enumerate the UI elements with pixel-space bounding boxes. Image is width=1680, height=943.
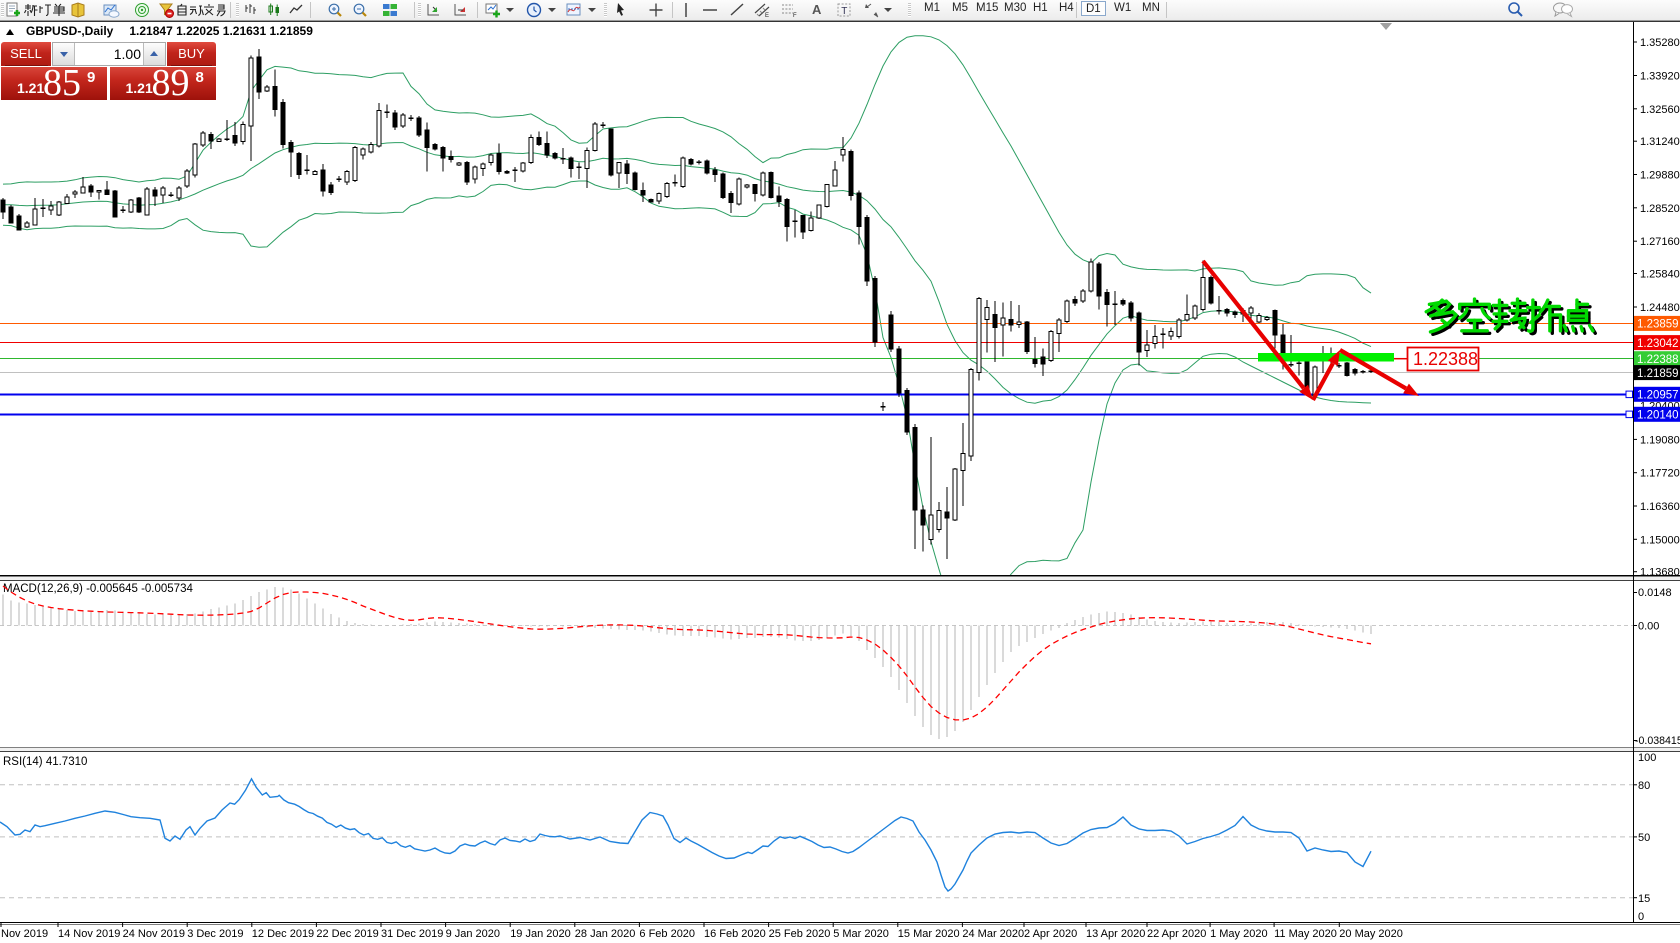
svg-text:1.22388: 1.22388 <box>1637 354 1679 366</box>
svg-text:1.17720: 1.17720 <box>1640 468 1680 480</box>
svg-text:14 Nov 2019: 14 Nov 2019 <box>58 928 120 940</box>
svg-text:15 Mar 2020: 15 Mar 2020 <box>898 928 960 940</box>
svg-text:1.22388: 1.22388 <box>1413 349 1478 369</box>
svg-text:24 Mar 2020: 24 Mar 2020 <box>962 928 1024 940</box>
svg-text:1.13680: 1.13680 <box>1640 567 1680 579</box>
svg-text:0.00: 0.00 <box>1638 621 1659 633</box>
svg-text:1.33920: 1.33920 <box>1640 71 1680 83</box>
svg-text:1.20957: 1.20957 <box>1637 390 1679 402</box>
svg-text:3 Dec 2019: 3 Dec 2019 <box>187 928 243 940</box>
svg-text:16 Feb 2020: 16 Feb 2020 <box>704 928 766 940</box>
svg-text:1.32560: 1.32560 <box>1640 104 1680 116</box>
svg-text:1.15000: 1.15000 <box>1640 534 1680 546</box>
svg-text:1.23859: 1.23859 <box>1637 319 1679 331</box>
svg-text:13 Apr 2020: 13 Apr 2020 <box>1086 928 1145 940</box>
svg-text:1.27160: 1.27160 <box>1640 236 1680 248</box>
svg-text:11 May 2020: 11 May 2020 <box>1274 928 1337 940</box>
svg-text:1.19080: 1.19080 <box>1640 434 1680 446</box>
svg-text:1.31240: 1.31240 <box>1640 136 1680 148</box>
svg-text:E: E <box>765 13 769 19</box>
svg-text:5 Mar 2020: 5 Mar 2020 <box>833 928 889 940</box>
svg-text:MACD(12,26,9) -0.005645 -0.005: MACD(12,26,9) -0.005645 -0.005734 <box>3 583 193 595</box>
svg-text:6 Feb 2020: 6 Feb 2020 <box>639 928 695 940</box>
svg-text:2 Apr 2020: 2 Apr 2020 <box>1024 928 1077 940</box>
svg-text:1.28520: 1.28520 <box>1640 203 1680 215</box>
svg-text:0: 0 <box>1638 911 1644 923</box>
svg-text:T: T <box>841 6 847 17</box>
svg-text:80: 80 <box>1638 780 1650 792</box>
svg-text:22 Apr 2020: 22 Apr 2020 <box>1147 928 1206 940</box>
svg-text:12 Dec 2019: 12 Dec 2019 <box>252 928 314 940</box>
svg-text:28 Jan 2020: 28 Jan 2020 <box>575 928 636 940</box>
svg-text:1.23042: 1.23042 <box>1637 338 1679 350</box>
svg-text:50: 50 <box>1638 832 1650 844</box>
svg-text:1.21859: 1.21859 <box>1637 368 1679 380</box>
svg-text:1.24480: 1.24480 <box>1640 302 1680 314</box>
svg-text:20 May 2020: 20 May 2020 <box>1339 928 1403 940</box>
svg-text:24 Nov 2019: 24 Nov 2019 <box>123 928 185 940</box>
svg-text:25 Feb 2020: 25 Feb 2020 <box>769 928 831 940</box>
svg-text:19 Jan 2020: 19 Jan 2020 <box>510 928 571 940</box>
svg-text:1.25840: 1.25840 <box>1640 269 1680 281</box>
svg-text:Nov 2019: Nov 2019 <box>1 928 48 940</box>
svg-text:9 Jan 2020: 9 Jan 2020 <box>446 928 500 940</box>
svg-text:RSI(14) 41.7310: RSI(14) 41.7310 <box>3 756 87 768</box>
svg-text:31 Dec 2019: 31 Dec 2019 <box>381 928 443 940</box>
svg-text:22 Dec 2019: 22 Dec 2019 <box>316 928 378 940</box>
svg-text:1.16360: 1.16360 <box>1640 501 1680 513</box>
svg-text:1.35280: 1.35280 <box>1640 37 1680 49</box>
svg-text:1.29880: 1.29880 <box>1640 170 1680 182</box>
svg-text:1 May 2020: 1 May 2020 <box>1210 928 1267 940</box>
svg-text:F: F <box>793 13 797 19</box>
svg-text:15: 15 <box>1638 893 1650 905</box>
svg-text:100: 100 <box>1638 752 1656 764</box>
svg-text:-0.038415: -0.038415 <box>1635 735 1680 747</box>
svg-text:0.0148: 0.0148 <box>1638 587 1672 599</box>
svg-text:1.20140: 1.20140 <box>1637 410 1679 422</box>
